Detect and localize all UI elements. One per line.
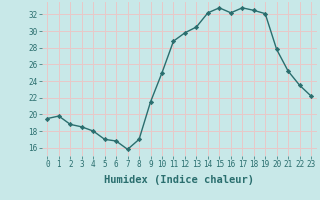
X-axis label: Humidex (Indice chaleur): Humidex (Indice chaleur): [104, 175, 254, 185]
